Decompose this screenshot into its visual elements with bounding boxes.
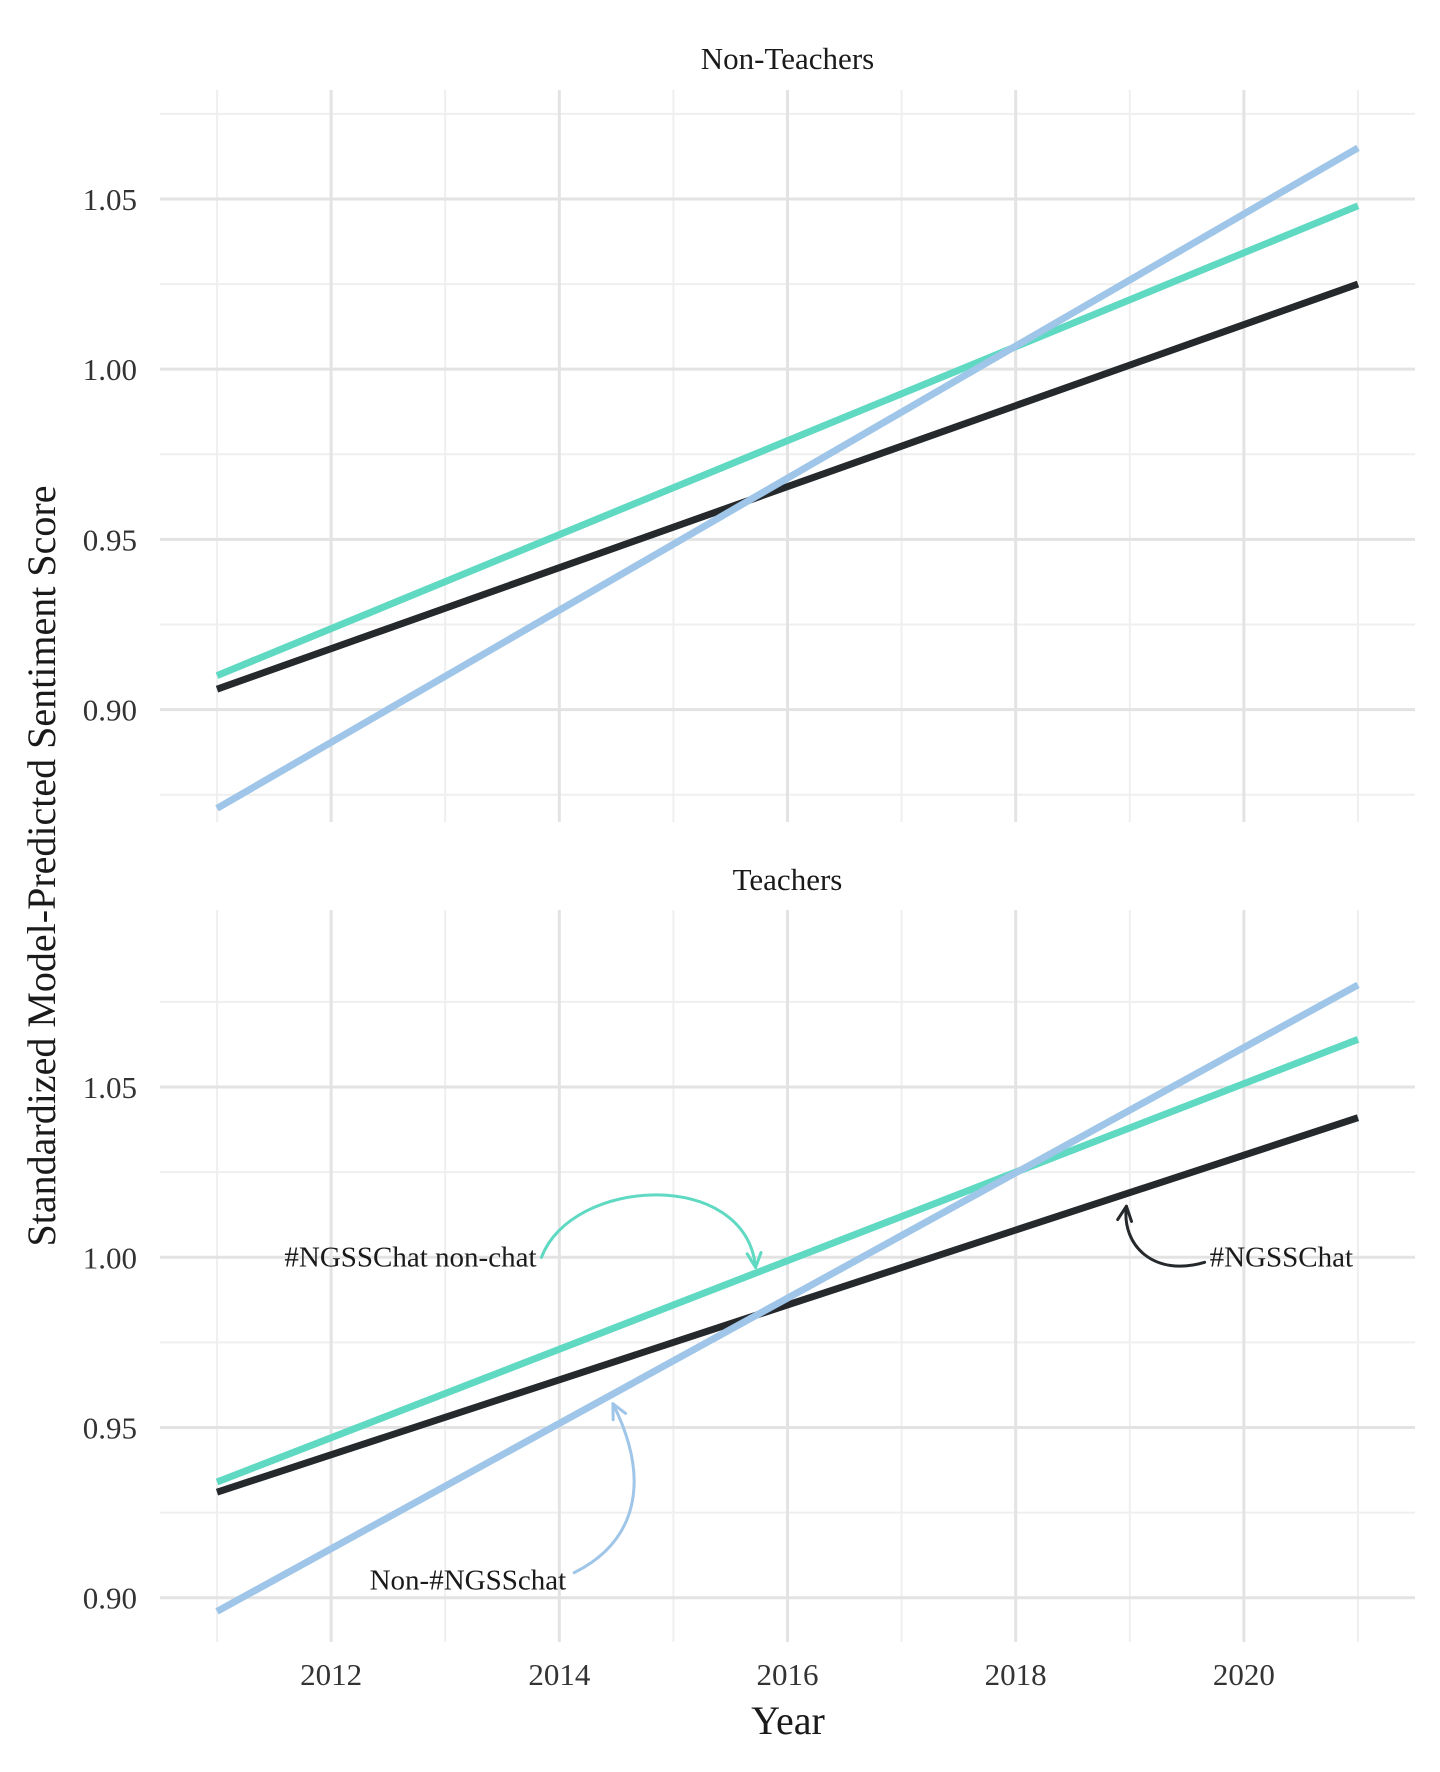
series-line-non-ngsschat (215, 981, 1360, 1615)
x-tick-label: 2016 (757, 1657, 819, 1692)
facet-title: Teachers (733, 862, 843, 897)
x-tick-label: 2018 (985, 1657, 1047, 1692)
annotation-ngsschat-non-chat: #NGSSChat non-chat (284, 1193, 763, 1273)
series-line-non-ngsschat (215, 144, 1360, 812)
panel-teachers: 0.90 0.95 1.00 1.05 Teachers #NGSSChat non-ch… (83, 862, 1415, 1642)
panel-non-teachers: 0.90 0.95 1.00 1.05 Non-Teachers (83, 41, 1415, 822)
annotation-ngsschat: #NGSSChat (1116, 1204, 1353, 1273)
y-tick-label: 1.05 (83, 1070, 137, 1105)
y-axis-title: Standardized Model-Predicted Sentiment S… (19, 486, 64, 1247)
annotation-arrow (540, 1193, 758, 1269)
annotation-arrowhead (1116, 1204, 1133, 1223)
x-tick-label: 2012 (300, 1657, 362, 1692)
y-tick-label: 1.00 (83, 352, 137, 387)
annotation-arrowhead (745, 1251, 763, 1269)
annotation-arrowhead (611, 1402, 628, 1422)
y-tick-label: 0.95 (83, 1411, 137, 1446)
annotation-label: #NGSSChat non-chat (284, 1241, 536, 1273)
series-line-ngsschat (215, 1114, 1360, 1496)
y-tick-label: 1.00 (83, 1240, 137, 1275)
series-line-ngsschat-non-chat (215, 202, 1360, 679)
x-axis-title: Year (751, 1698, 825, 1743)
x-tick-label: 2014 (528, 1657, 591, 1692)
x-axis-ticks: 2012 2014 2016 2018 2020 (300, 1657, 1275, 1692)
annotation-non-ngsschat: Non-#NGSSchat (370, 1402, 636, 1597)
panels: 0.90 0.95 1.00 1.05 Non-Teachers 0.90 0.95 1.00… (83, 41, 1415, 1692)
annotation-arrow (572, 1402, 636, 1575)
series-line-ngsschat-non-chat (215, 1036, 1360, 1486)
series-line-ngsschat (215, 280, 1360, 693)
annotation-label: #NGSSChat (1210, 1241, 1353, 1273)
annotation-arrow (1124, 1204, 1207, 1268)
x-tick-label: 2020 (1213, 1657, 1275, 1692)
y-tick-label: 0.90 (83, 1581, 137, 1616)
y-tick-label: 0.90 (83, 693, 137, 728)
facet-title: Non-Teachers (701, 41, 874, 76)
y-tick-label: 0.95 (83, 522, 137, 557)
y-tick-label: 1.05 (83, 182, 137, 217)
annotation-label: Non-#NGSSchat (370, 1565, 567, 1597)
